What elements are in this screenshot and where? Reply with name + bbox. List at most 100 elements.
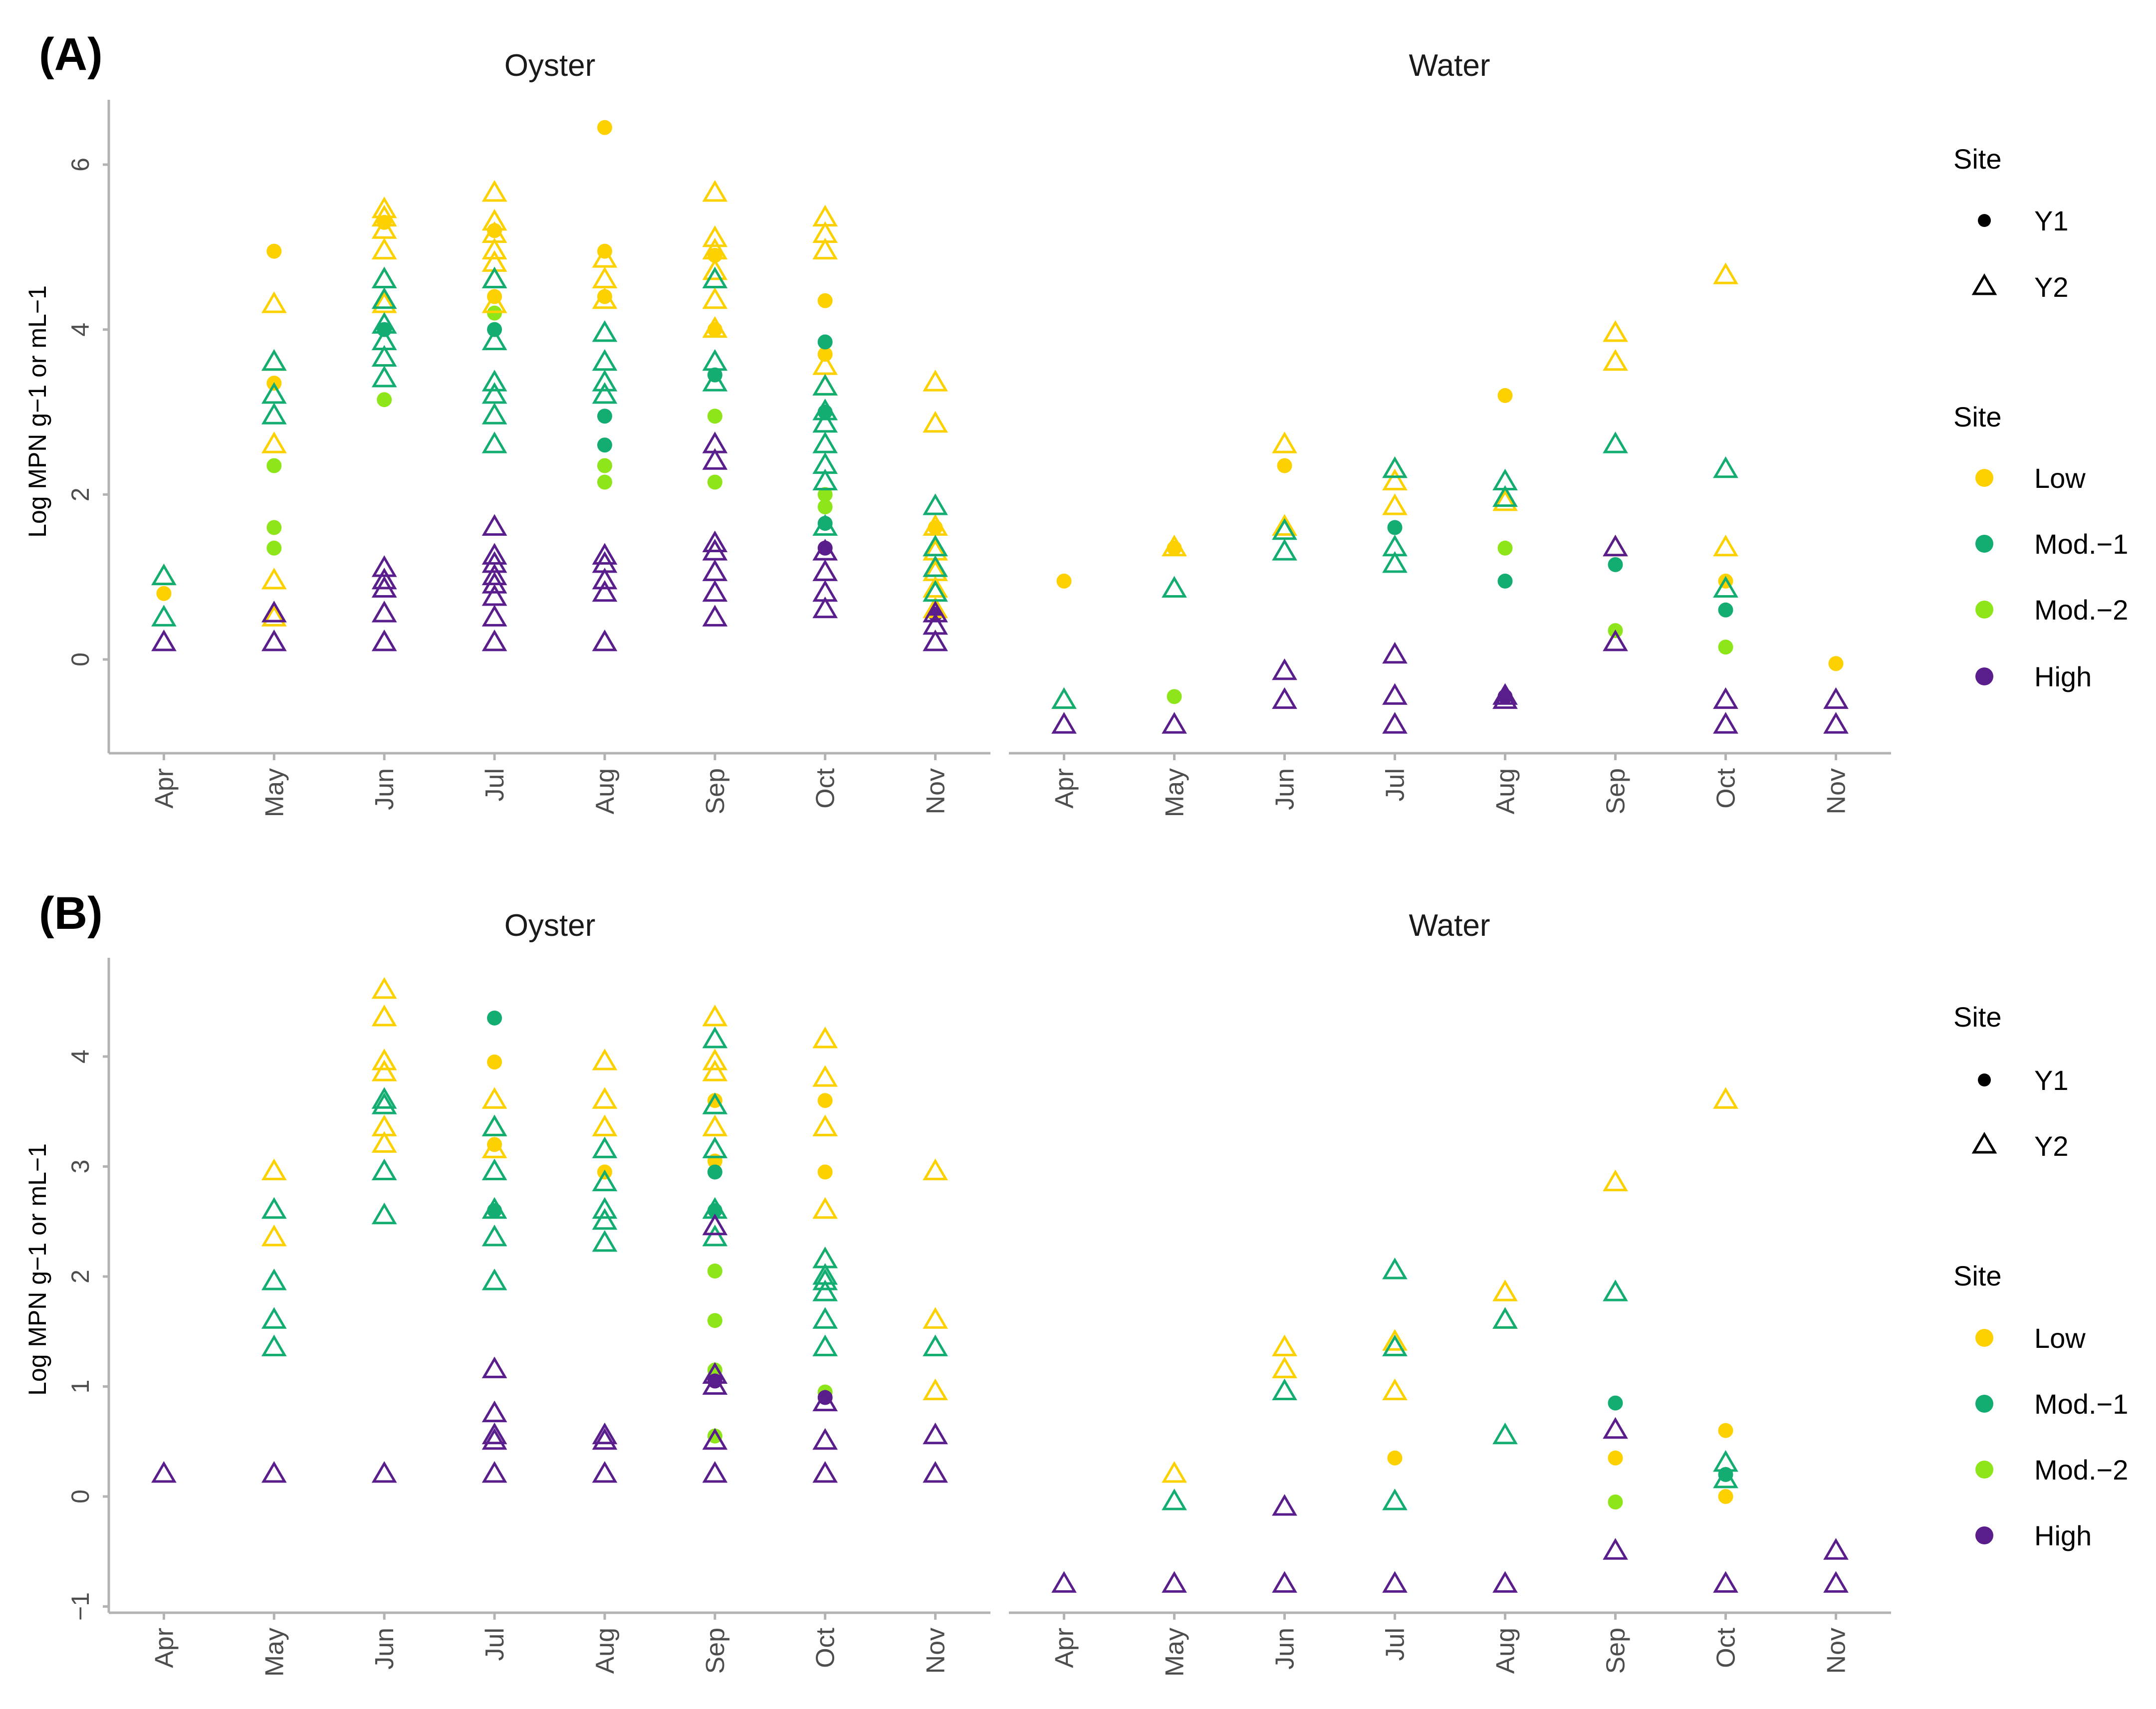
- data-point-triangle: [1823, 1538, 1849, 1560]
- data-point-circle: [156, 586, 172, 601]
- x-tick-label: Sep: [1602, 768, 1631, 815]
- data-point-triangle: [592, 1136, 618, 1158]
- data-point-circle: [707, 1093, 722, 1108]
- data-point-triangle: [1162, 712, 1187, 734]
- legend-circle-icon: [1978, 214, 1991, 227]
- data-point-triangle: [371, 1060, 397, 1081]
- data-point-triangle: [1713, 1466, 1738, 1489]
- data-point-triangle: [481, 1400, 507, 1423]
- data-point-triangle: [371, 1202, 397, 1225]
- data-point-triangle: [371, 1131, 397, 1153]
- legend-swatch-icon: [1975, 1329, 1993, 1347]
- panel-b-water-points: [1051, 1087, 1849, 1593]
- legend-label: Low: [2034, 462, 2086, 494]
- data-point-circle: [487, 1010, 502, 1026]
- data-point-triangle: [481, 1269, 507, 1290]
- data-point-triangle: [1382, 1334, 1408, 1356]
- data-point-triangle: [702, 225, 728, 247]
- data-point-triangle: [481, 291, 507, 313]
- panel-b-site-legend: Site Low Mod.−1 Mod.−2 High: [1953, 1260, 2128, 1551]
- data-point-triangle: [702, 1428, 728, 1450]
- data-point-triangle: [1603, 1417, 1628, 1439]
- data-point-triangle: [702, 559, 728, 581]
- data-point-triangle: [923, 1158, 948, 1181]
- data-point-triangle: [812, 1269, 838, 1290]
- data-point-triangle: [371, 576, 397, 598]
- data-point-circle: [1718, 602, 1733, 618]
- data-point-circle: [817, 516, 833, 531]
- data-point-triangle: [371, 205, 397, 226]
- panel-b-oyster-x-ticks: Apr May Jun Jul Aug Sep Oct Nov: [150, 1613, 951, 1677]
- data-point-circle: [817, 334, 833, 350]
- data-point-triangle: [592, 629, 618, 651]
- data-point-triangle: [1492, 1571, 1518, 1593]
- data-point-circle: [487, 305, 502, 321]
- y-tick-label: 3: [66, 1160, 94, 1174]
- data-point-triangle: [1713, 687, 1738, 709]
- data-point-circle: [266, 540, 282, 556]
- data-point-triangle: [151, 605, 177, 627]
- data-point-triangle: [1823, 712, 1849, 734]
- data-point-triangle: [702, 580, 728, 602]
- data-point-triangle: [1272, 539, 1297, 561]
- data-point-triangle: [592, 1197, 618, 1219]
- data-point-triangle: [702, 539, 728, 561]
- data-point-circle: [266, 243, 282, 259]
- data-point-triangle: [371, 1049, 397, 1070]
- legend-swatch-icon: [1975, 667, 1993, 685]
- data-point-triangle: [1051, 687, 1077, 709]
- data-point-triangle: [481, 1461, 507, 1483]
- data-point-triangle: [812, 514, 838, 536]
- x-tick-label: Sep: [1602, 1628, 1631, 1674]
- data-point-triangle: [1713, 262, 1738, 284]
- data-point-circle: [817, 499, 833, 515]
- panel-b-oyster-strip: Oyster: [504, 908, 596, 943]
- x-tick-label: Jun: [370, 1628, 399, 1670]
- y-tick-label: −1: [66, 1592, 94, 1621]
- x-tick-label: Nov: [922, 768, 951, 814]
- data-point-triangle: [592, 1461, 618, 1483]
- data-point-circle: [1608, 1450, 1623, 1466]
- data-point-triangle: [812, 1114, 838, 1136]
- data-point-triangle: [1382, 551, 1408, 573]
- panel-b-oyster-points: [151, 977, 948, 1483]
- data-point-triangle: [1272, 1571, 1297, 1593]
- data-point-circle: [1718, 1423, 1733, 1438]
- data-point-triangle: [1272, 1494, 1297, 1516]
- legend-label: Mod.−2: [2034, 594, 2128, 626]
- data-point-triangle: [923, 534, 948, 557]
- data-point-circle: [487, 223, 502, 238]
- x-tick-label: Jul: [1381, 1628, 1410, 1661]
- data-point-triangle: [1382, 1258, 1408, 1280]
- data-point-triangle: [592, 580, 618, 602]
- legend-label: Mod.−1: [2034, 1388, 2128, 1420]
- data-point-triangle: [702, 1373, 728, 1395]
- data-point-circle: [487, 1137, 502, 1152]
- data-point-triangle: [812, 1280, 838, 1301]
- data-point-triangle: [261, 349, 287, 371]
- data-point-triangle: [1382, 641, 1408, 664]
- data-point-triangle: [923, 370, 948, 392]
- data-point-triangle: [1272, 514, 1297, 536]
- legend-title: Site: [1953, 401, 2002, 432]
- data-point-triangle: [481, 1428, 507, 1450]
- panel-b-water-strip: Water: [1409, 908, 1490, 943]
- data-point-triangle: [1382, 1489, 1408, 1510]
- data-point-circle: [1608, 557, 1623, 572]
- legend-title: Site: [1953, 143, 2002, 175]
- data-point-triangle: [702, 1136, 728, 1158]
- data-point-triangle: [261, 403, 287, 425]
- data-point-circle: [597, 474, 612, 490]
- data-point-triangle: [1272, 431, 1297, 453]
- data-point-triangle: [1051, 712, 1077, 734]
- data-point-triangle: [702, 1049, 728, 1070]
- x-tick-label: Jun: [1271, 768, 1300, 810]
- panel-a-shape-legend: Site Y1 Y2: [1953, 143, 2069, 303]
- data-point-triangle: [592, 246, 618, 268]
- legend-label: Mod.−1: [2034, 528, 2128, 560]
- data-point-triangle: [261, 291, 287, 313]
- data-point-triangle: [261, 1224, 287, 1247]
- data-point-circle: [1056, 573, 1072, 589]
- data-point-triangle: [702, 1092, 728, 1114]
- data-point-triangle: [1162, 1489, 1187, 1510]
